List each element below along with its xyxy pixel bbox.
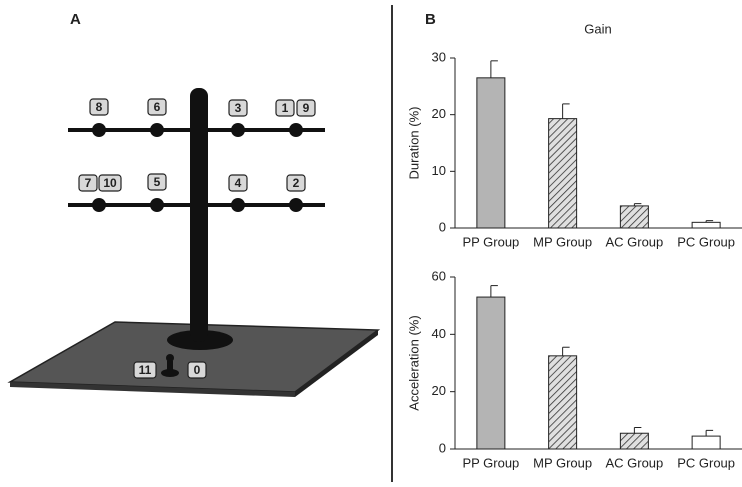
x-tick-label: PC Group xyxy=(677,455,735,470)
y-axis-label: Acceleration (%) xyxy=(406,315,421,410)
bar xyxy=(476,296,506,450)
perches xyxy=(92,123,303,212)
bar xyxy=(691,435,721,450)
y-tick-label: 0 xyxy=(439,440,446,455)
node-label: 9 xyxy=(296,99,316,117)
node-text: 11 xyxy=(139,363,152,377)
pawn xyxy=(161,354,179,377)
panel-label: B xyxy=(425,11,436,28)
bar xyxy=(476,77,506,229)
pole xyxy=(190,88,208,342)
node-text: 10 xyxy=(103,176,117,190)
node-text: 5 xyxy=(154,175,161,189)
node-label: 7 xyxy=(78,174,98,192)
node-label: 0 xyxy=(187,361,207,379)
y-tick-label: 60 xyxy=(432,268,446,283)
node-text: 8 xyxy=(96,100,103,114)
node-label: 3 xyxy=(228,99,248,117)
panel-label: A xyxy=(70,11,81,28)
y-axis-label: Duration (%) xyxy=(406,107,421,180)
node-text: 1 xyxy=(282,101,289,115)
y-tick-label: 0 xyxy=(439,219,446,234)
node-label: 1 xyxy=(275,99,295,117)
y-tick-label: 40 xyxy=(432,326,446,341)
x-tick-label: MP Group xyxy=(533,455,592,470)
node-label: 4 xyxy=(228,174,248,192)
node-label: 11 xyxy=(133,361,157,379)
x-tick-label: PP Group xyxy=(462,455,519,470)
chart-title: Gain xyxy=(584,21,611,36)
x-tick-label: PC Group xyxy=(677,234,735,249)
node-text: 9 xyxy=(303,101,310,115)
x-tick-label: AC Group xyxy=(605,234,663,249)
node-text: 3 xyxy=(235,101,242,115)
x-tick-label: PP Group xyxy=(462,234,519,249)
node-label: 5 xyxy=(147,173,167,191)
node-label: 8 xyxy=(89,98,109,116)
node-label: 6 xyxy=(147,98,167,116)
y-tick-label: 20 xyxy=(432,383,446,398)
x-tick-label: AC Group xyxy=(605,455,663,470)
node-label: 10 xyxy=(98,174,122,192)
node-text: 0 xyxy=(194,363,201,377)
bar xyxy=(548,355,578,450)
x-tick-label: MP Group xyxy=(533,234,592,249)
node-text: 6 xyxy=(154,100,161,114)
node-text: 7 xyxy=(85,176,92,190)
node-label: 2 xyxy=(286,174,306,192)
bar xyxy=(619,432,649,450)
bar xyxy=(548,118,578,229)
bar xyxy=(691,221,721,229)
platform-edge xyxy=(295,330,378,397)
y-tick-label: 30 xyxy=(432,49,446,64)
platform-edge xyxy=(10,382,295,397)
y-tick-label: 10 xyxy=(432,163,446,178)
node-text: 2 xyxy=(293,176,300,190)
y-tick-label: 20 xyxy=(432,106,446,121)
bar xyxy=(619,205,649,229)
node-text: 4 xyxy=(235,176,242,190)
